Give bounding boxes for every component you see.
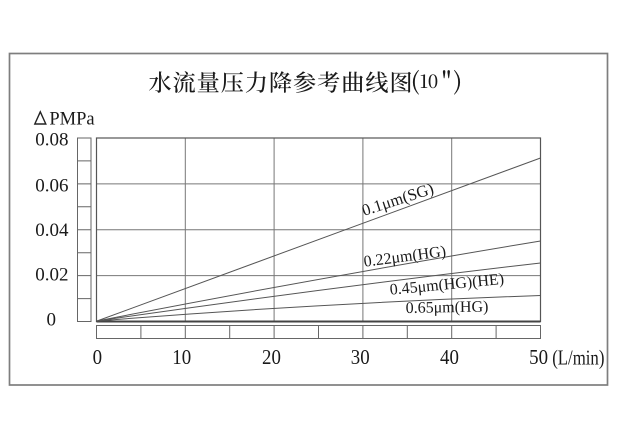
svg-text:0: 0 [93,346,102,369]
svg-text:20: 20 [262,346,281,369]
svg-text:0.45μm(HG)(HE): 0.45μm(HG)(HE) [389,271,505,299]
svg-text:0.02: 0.02 [35,265,68,286]
svg-text:0.65μm(HG): 0.65μm(HG) [405,299,488,317]
svg-text:0.1μm(SG): 0.1μm(SG) [359,179,436,220]
svg-text:0.06: 0.06 [35,175,68,196]
svg-text:0.22μm(HG): 0.22μm(HG) [363,243,447,271]
svg-text:50: 50 [529,346,548,369]
svg-text:(L/min): (L/min) [552,347,604,370]
svg-text:0: 0 [47,310,57,331]
svg-text:0.08: 0.08 [35,130,68,151]
svg-text:PMPa: PMPa [49,109,94,129]
svg-text:30: 30 [351,346,370,369]
svg-text:0.04: 0.04 [35,220,69,241]
svg-text:10: 10 [172,346,191,369]
svg-text:40: 40 [440,346,459,369]
